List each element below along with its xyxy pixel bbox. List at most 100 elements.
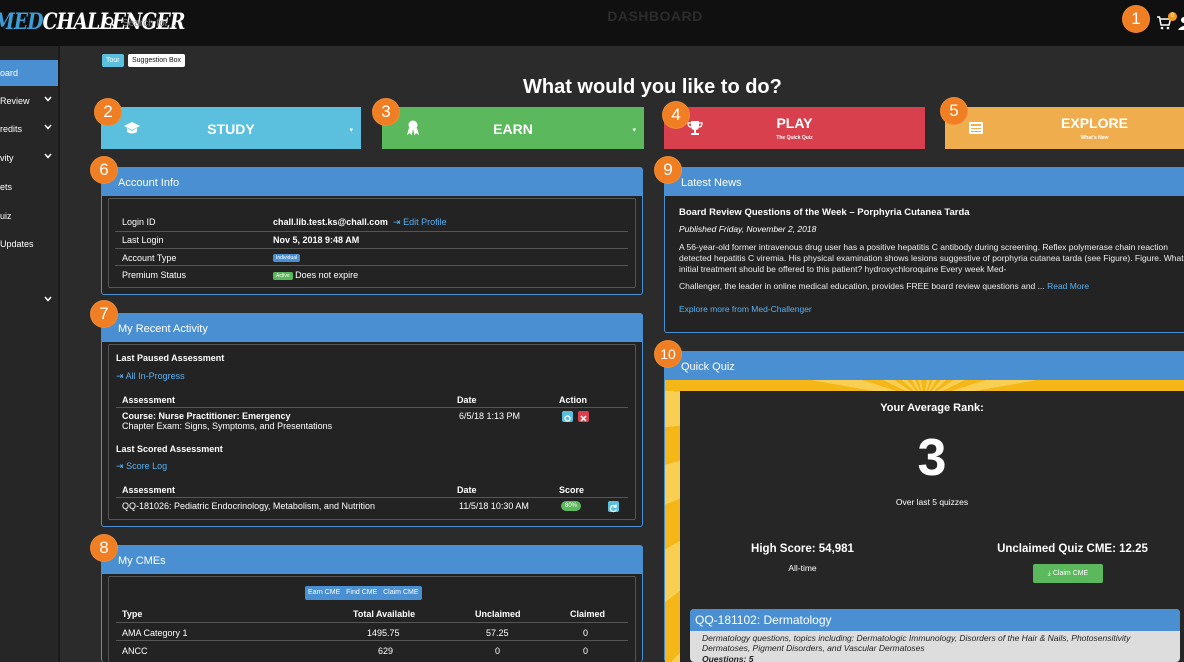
paused-course: Course: Nurse Practitioner: Emergency [122,411,291,421]
cme-row-unclaimed: 57.25 [486,628,509,638]
resume-button[interactable] [562,411,573,422]
paused-chapter: Chapter Exam: Signs, Symptoms, and Prese… [122,421,333,431]
account-type-badge: Individual [273,253,301,262]
quiz-item-description: Dermatology questions, topics including:… [702,633,1131,653]
play-button[interactable]: PLAY The Quick Quiz [664,107,925,149]
col-assessment: Assessment [122,485,176,495]
cme-row-unclaimed: 0 [495,646,501,656]
news-body-continued: Challenger, the leader in online medical… [679,281,1045,291]
quiz-item-questions: Questions: 5 [702,654,754,662]
cme-row-claimed: 0 [583,646,589,656]
read-more-link[interactable]: Read More [1047,281,1090,291]
paused-heading: Last Paused Assessment [116,353,225,363]
divider [116,622,628,623]
score-log-link[interactable]: ⇥ Score Log [116,461,168,471]
latest-news-title: Latest News [665,168,1184,196]
explore-more-link[interactable]: Explore more from Med-Challenger [679,304,812,314]
divider [115,248,628,249]
my-cmes-panel: My CMEs [101,545,643,662]
col-unclaimed: Unclaimed [475,609,521,619]
quiz-item-card[interactable]: QQ-181102: Dermatology Dermatology quest… [690,609,1180,662]
sidebar-divider [58,46,60,662]
high-score-sub: All-time [788,563,817,573]
callout-10: 10 [655,341,681,367]
earn-button[interactable]: EARN ▾ [382,107,644,149]
suggestion-box-button[interactable]: Suggestion Box [128,54,186,67]
all-in-progress-link[interactable]: ⇥ All In-Progress [116,371,185,381]
rank-value: 3 [917,429,947,487]
premium-status-value: Does not expire [295,270,359,280]
sidebar-item-tickets[interactable]: ets [0,182,13,192]
edit-profile-link[interactable]: ⇥ Edit Profile [393,217,447,227]
last-login-value: Nov 5, 2018 9:48 AM [273,235,360,245]
latest-news-panel: Latest News [664,167,1184,333]
download-icon: ⤓ [1047,570,1051,577]
chevron-down-icon [44,153,52,159]
tour-button[interactable]: Tour [102,54,124,67]
delete-button[interactable] [578,411,589,422]
quick-quiz-title: Quick Quiz [665,352,1184,380]
explore-button[interactable]: EXPLORE What's New [945,107,1184,149]
tab-earn-cme[interactable]: Earn CME [308,589,341,596]
cme-row-type: ANCC [122,646,148,656]
retake-button[interactable] [608,501,619,513]
unclaimed-quiz-cme: Unclaimed Quiz CME: 12.25 [997,543,1148,555]
claim-cme-button[interactable]: ⤓ Claim CME [1033,564,1103,583]
account-info-box [108,198,636,288]
divider [115,265,628,266]
sidebar: oard Review redits vity ets uiz Updates [0,46,58,662]
callout-1: 1 [1123,6,1149,32]
divider [115,231,628,232]
close-icon [580,415,587,422]
chevron-down-icon [44,124,52,130]
sidebar-item-dashboard[interactable]: oard [0,60,58,86]
sign-in-icon: ⇥ [116,461,124,471]
scored-date: 11/5/18 10:30 AM [459,501,529,511]
callout-7: 7 [91,301,117,327]
newspaper-icon [969,122,983,134]
callout-5: 5 [941,98,967,124]
tab-find-cme[interactable]: Find CME [346,589,378,596]
my-cmes-box [108,576,636,662]
cme-row-total: 1495.75 [367,628,400,638]
rank-sub: Over last 5 quizzes [895,497,969,507]
tab-claim-cme[interactable]: Claim CME [383,589,419,596]
sidebar-item-collapsed-menu[interactable] [0,288,58,314]
sidebar-item-quiz[interactable]: uiz [0,211,12,221]
sidebar-item-updates[interactable]: Updates [0,239,34,249]
divider [116,497,628,498]
high-score: High Score: 54,981 [751,543,854,555]
user-icon[interactable] [1178,16,1184,30]
graduation-cap-icon [124,122,140,134]
award-icon [407,120,419,136]
account-type-label: Account Type [122,253,177,263]
refresh-icon [609,504,617,513]
sidebar-item-board-review[interactable]: Review [0,88,58,114]
paused-date: 6/5/18 1:13 PM [459,411,521,421]
study-button[interactable]: STUDY ▾ [101,107,361,149]
scored-name: QQ-181026: Pediatric Endocrinology, Meta… [122,501,375,511]
callout-2: 2 [95,99,121,125]
sign-in-icon: ⇥ [393,217,401,227]
callout-3: 3 [373,99,399,125]
news-headline[interactable]: Board Review Questions of the Week – Por… [679,207,970,218]
news-body: A 56-year-old former intravenous drug us… [679,242,1184,274]
score-badge: 80% [561,500,582,511]
news-published: Published Friday, November 2, 2018 [679,224,817,234]
sidebar-item-activity[interactable]: vity [0,145,58,171]
search-icon[interactable] [104,16,116,28]
cme-row-total: 629 [378,646,394,656]
active-badge: Active [273,271,293,280]
divider [116,640,628,641]
login-id-label: Login ID [122,217,156,227]
col-total-available: Total Available [353,609,416,619]
rank-label: Your Average Rank: [880,402,984,414]
sidebar-item-credits[interactable]: redits [0,116,58,142]
top-bar: MEDCHALLENGER DASHBOARD 0 [0,0,1184,46]
search-input[interactable] [122,13,382,33]
col-assessment: Assessment [122,395,176,405]
sign-in-icon: ⇥ [116,371,124,381]
caret-down-icon: ▾ [349,127,353,134]
col-score: Score [559,485,585,495]
cme-row-claimed: 0 [583,628,589,638]
